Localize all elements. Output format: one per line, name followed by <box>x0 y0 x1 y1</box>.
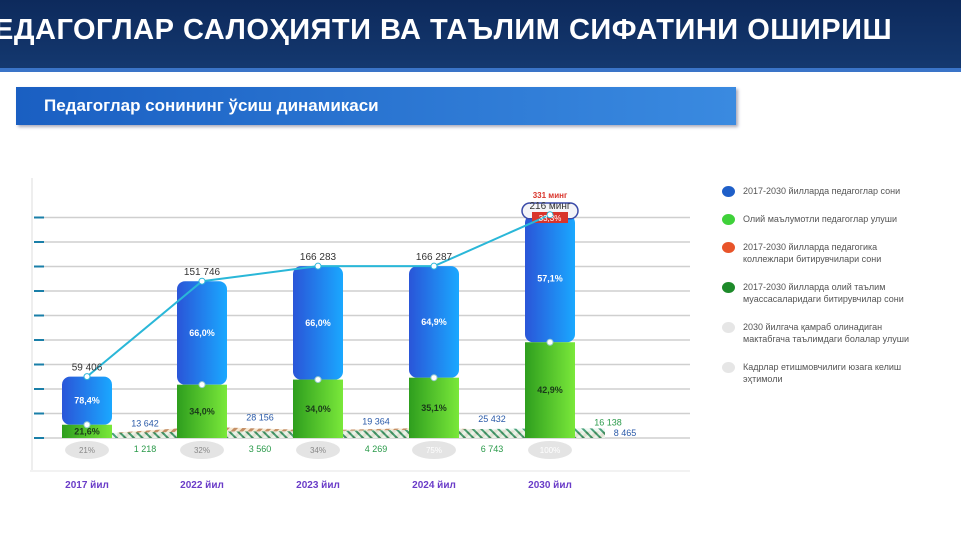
coverage-label: 34% <box>310 446 326 455</box>
university-graduates-label: 3 560 <box>249 444 272 454</box>
university-graduates-label: 1 218 <box>134 444 157 454</box>
coverage-label: 100% <box>540 446 560 455</box>
university-graduates-label: 8 465 <box>614 428 637 438</box>
coverage-label: 32% <box>194 446 210 455</box>
university-graduates-label: 4 269 <box>365 444 388 454</box>
bar-higher-ed-share <box>62 424 112 438</box>
legend-swatch-icon <box>722 242 735 253</box>
legend-label: 2030 йилгача қамраб олинадиган мактабгач… <box>743 322 909 344</box>
shortage-total-label: 331 минг <box>533 191 568 200</box>
bar-higher-ed-share-label: 21,6% <box>74 426 100 436</box>
subheader-banner: Педагоглар сонининг ўсиш динамикаси <box>16 87 736 125</box>
total-teachers-point <box>430 262 438 270</box>
total-teachers-label: 59 406 <box>72 363 103 374</box>
bar-other-share-label: 66,0% <box>305 318 331 328</box>
x-tick-label: 2022 йил <box>180 480 224 491</box>
total-teachers-label: 166 283 <box>300 252 337 263</box>
x-tick-label: 2023 йил <box>296 480 340 491</box>
bar-higher-ed-share-label: 34,0% <box>189 406 215 416</box>
college-graduates-label: 19 364 <box>362 416 390 426</box>
legend-item: 2030 йилгача қамраб олинадиган мактабгач… <box>722 321 922 345</box>
segment-marker <box>83 421 91 429</box>
coverage-badge <box>180 441 224 459</box>
legend-label: Олий маълумотли педагоглар улуши <box>743 214 898 224</box>
legend-label: 2017-2030 йилларда педагоглар сони <box>743 186 901 196</box>
legend-swatch-icon <box>722 322 735 333</box>
segment-marker <box>198 381 206 389</box>
legend-item: 2017-2030 йилларда педагоглар сони <box>722 185 922 197</box>
university-graduates-label: 6 743 <box>481 444 504 454</box>
segment-marker <box>314 376 322 384</box>
bar-other-share-label: 78,4% <box>74 396 100 406</box>
chart-title: Педагоглар сонининг ўсиш динамикаси <box>44 96 379 115</box>
legend-item: 2017-2030 йилларда олий таълим муассасал… <box>722 281 922 305</box>
bar-higher-ed-share <box>525 342 575 438</box>
coverage-badge <box>412 441 456 459</box>
bar-other-share-label: 66,0% <box>189 328 215 338</box>
coverage-badge <box>296 441 340 459</box>
x-tick-label: 2024 йил <box>412 480 456 491</box>
legend-swatch-icon <box>722 214 735 225</box>
total-teachers-point <box>198 277 206 285</box>
college-graduates-label: 16 138 <box>594 418 622 428</box>
coverage-badge <box>528 441 572 459</box>
bar-higher-ed-share <box>409 377 459 438</box>
x-tick-label: 2030 йил <box>528 480 572 491</box>
slide-header: ЕДАГОГЛАР САЛОҲИЯТИ ВА ТАЪЛИМ СИФАТИНИ О… <box>0 0 961 72</box>
coverage-label: 75% <box>426 446 442 455</box>
bar-other-share <box>62 376 112 425</box>
total-teachers-point <box>546 211 554 219</box>
bar-other-share-label: 57,1% <box>537 274 563 284</box>
college-graduates-label: 13 642 <box>131 419 159 429</box>
bar-higher-ed-share-label: 34,0% <box>305 404 331 414</box>
coverage-badge <box>65 441 109 459</box>
total-teachers-point <box>314 262 322 270</box>
x-tick-label: 2017 йил <box>65 480 109 491</box>
college-graduates-label: 28 156 <box>246 413 274 423</box>
legend-label: Кадрлар етишмовчилиги юзага келиш эҳтимо… <box>743 362 902 384</box>
bar-higher-ed-share-label: 35,1% <box>421 403 447 413</box>
segment-marker <box>430 374 438 382</box>
total-teachers-label: 216 минг <box>529 201 570 212</box>
total-teachers-point <box>83 373 91 381</box>
total-teachers-label: 166 287 <box>416 252 453 263</box>
bar-other-share <box>409 266 459 378</box>
chart-legend: 2017-2030 йилларда педагоглар сони Олий м… <box>722 185 922 401</box>
bar-higher-ed-share <box>293 379 343 438</box>
legend-label: 2017-2030 йилларда олий таълим муассасал… <box>743 282 904 304</box>
segment-marker <box>546 338 554 346</box>
legend-item: Кадрлар етишмовчилиги юзага келиш эҳтимо… <box>722 361 922 385</box>
total-teachers-label: 151 746 <box>184 267 221 278</box>
legend-item: 2017-2030 йилларда педагогика коллежлари… <box>722 241 922 265</box>
slide-title: ЕДАГОГЛАР САЛОҲИЯТИ ВА ТАЪЛИМ СИФАТИНИ О… <box>0 14 893 46</box>
legend-swatch-icon <box>722 186 735 197</box>
college-graduates-label: 25 432 <box>478 414 506 424</box>
bar-higher-ed-share <box>177 384 227 438</box>
legend-item: Олий маълумотли педагоглар улуши <box>722 213 922 225</box>
bar-other-share-label: 64,9% <box>421 317 447 327</box>
legend-swatch-icon <box>722 282 735 293</box>
bar-higher-ed-share-label: 42,9% <box>537 385 563 395</box>
bar-other-share <box>293 266 343 380</box>
shortage-share-label: 33,3% <box>539 214 562 223</box>
legend-swatch-icon <box>722 362 735 373</box>
bar-other-share <box>525 214 575 343</box>
coverage-label: 21% <box>79 446 95 455</box>
legend-label: 2017-2030 йилларда педагогика коллежлари… <box>743 242 882 264</box>
bar-other-share <box>177 281 227 385</box>
